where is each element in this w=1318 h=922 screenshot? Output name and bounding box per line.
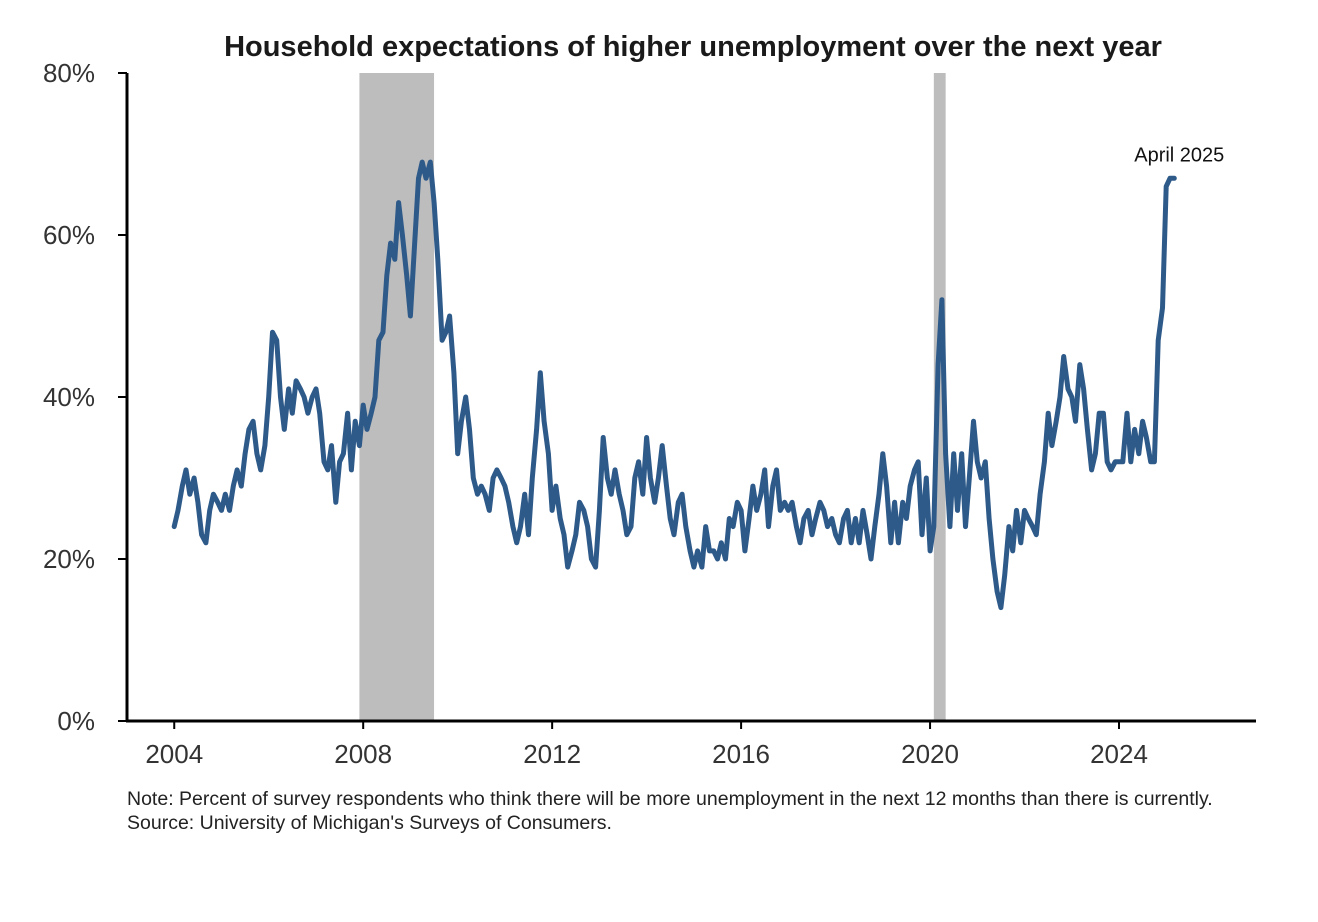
y-tick-label: 80% [43,58,95,88]
series-lines [171,159,1177,611]
chart-footnote: Note: Percent of survey respondents who … [127,787,1277,835]
x-axis-ticks: 2004 2008 2012 2016 2020 2024 [145,721,1148,769]
y-axis-ticks: 0% 20% 40% 60% 80% [43,58,127,736]
recession-band-0 [359,73,435,721]
annotation-label: April 2025 [1134,144,1224,166]
x-tick-label: 2012 [523,739,581,769]
chart-title: Household expectations of higher unemplo… [224,31,1162,63]
x-tick-label: 2020 [901,739,959,769]
y-tick-label: 0% [57,706,95,736]
x-tick-label: 2016 [712,739,770,769]
series-line-0 [171,159,1177,611]
x-tick-label: 2008 [334,739,392,769]
recession-shading [359,73,946,721]
y-tick-label: 60% [43,220,95,250]
x-tick-label: 2024 [1090,739,1148,769]
x-tick-label: 2004 [145,739,203,769]
note-text: Note: Percent of survey respondents who … [127,788,1213,810]
annotations: April 2025 [1134,144,1224,166]
source-text: Source: University of Michigan's Surveys… [127,812,612,834]
y-tick-label: 40% [43,382,95,412]
y-tick-label: 20% [43,544,95,574]
